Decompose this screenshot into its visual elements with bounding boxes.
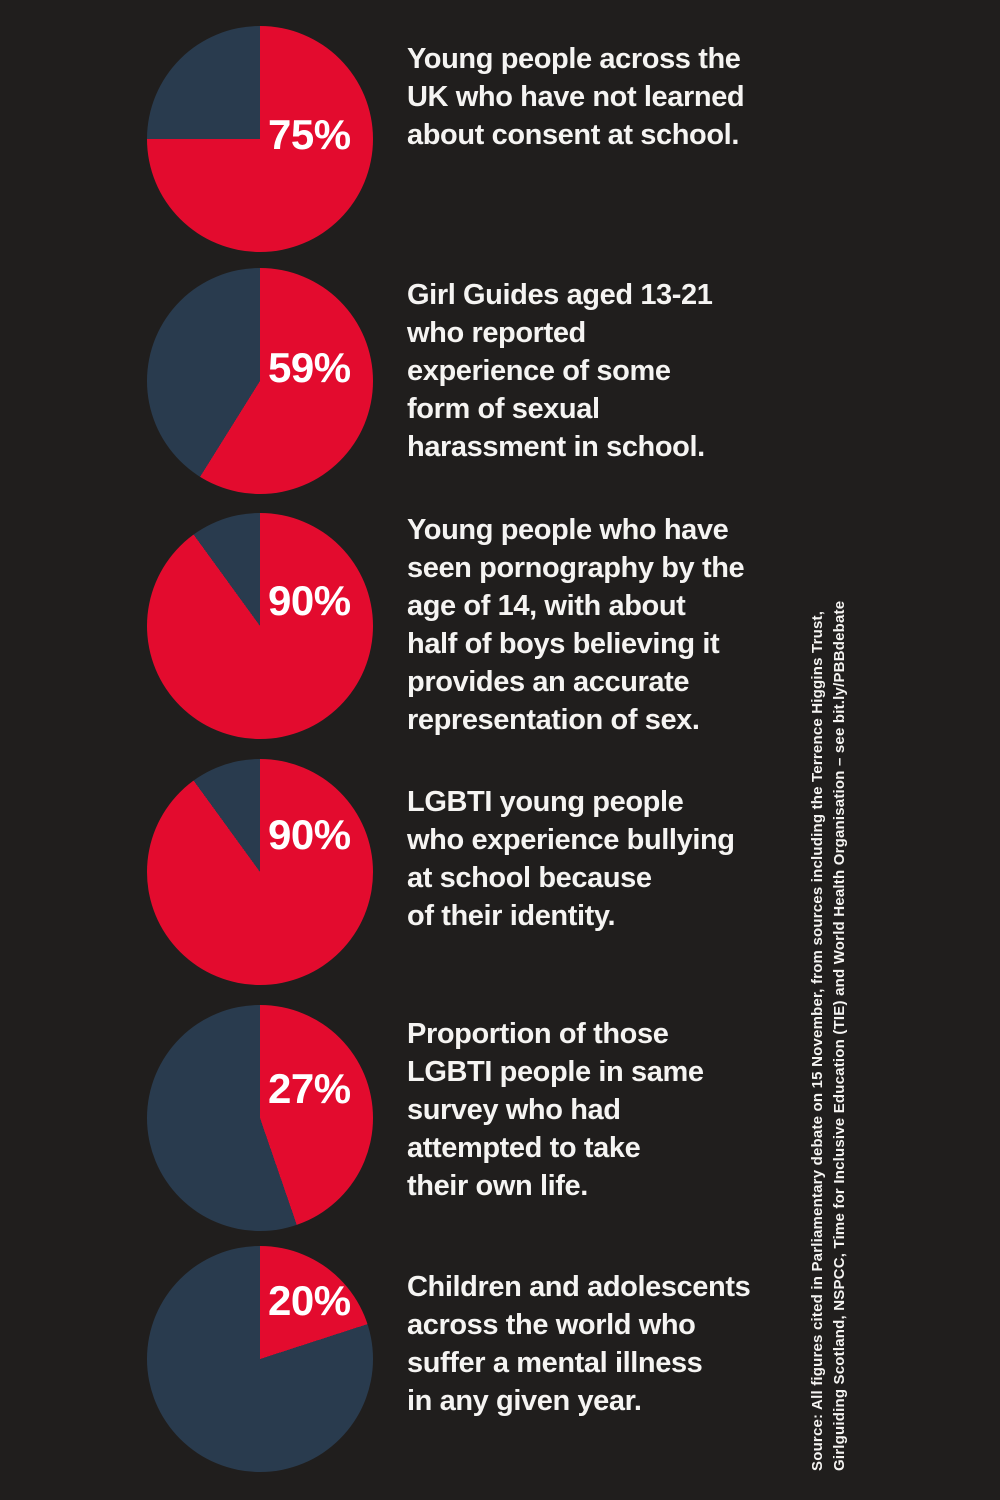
stat-row-bullying: 90% LGBTI young people who experience bu…: [0, 759, 1000, 989]
stat-row-harassment: 59% Girl Guides aged 13-21 who reported …: [0, 268, 1000, 498]
pie-chart-bullying: 90%: [147, 759, 373, 985]
pie-chart-suicide-attempts: 27%: [147, 1005, 373, 1231]
stat-description: LGBTI young people who experience bullyi…: [407, 786, 735, 932]
pie-percent-label: 59%: [268, 344, 351, 391]
stat-row-pornography: 90% Young people who have seen pornograp…: [0, 513, 1000, 743]
pie-percent-label: 90%: [268, 577, 351, 624]
pie-percent-label: 27%: [268, 1065, 351, 1112]
stat-description: Young people across the UK who have not …: [407, 43, 745, 151]
pie-chart-pornography: 90%: [147, 513, 373, 739]
stat-row-suicide-attempts: 27% Proportion of those LGBTI people in …: [0, 1005, 1000, 1235]
stat-description: Proportion of those LGBTI people in same…: [407, 1018, 704, 1202]
pie-percent-label: 20%: [268, 1277, 351, 1324]
stat-row-consent: 75% Young people across the UK who have …: [0, 26, 1000, 256]
stat-description: Children and adolescents across the worl…: [407, 1271, 751, 1417]
source-note: Source: All figures cited in Parliamenta…: [809, 600, 848, 1471]
pie-chart-consent: 75%: [147, 26, 373, 252]
stat-description: Girl Guides aged 13-21 who reported expe…: [407, 279, 713, 463]
pie-percent-label: 90%: [268, 811, 351, 858]
pie-chart-mental-illness: 20%: [147, 1246, 373, 1472]
pie-chart-harassment: 59%: [147, 268, 373, 494]
stat-row-mental-illness: 20% Children and adolescents across the …: [0, 1246, 1000, 1476]
stat-description: Young people who have seen pornography b…: [407, 514, 745, 736]
pie-percent-label: 75%: [268, 111, 351, 158]
